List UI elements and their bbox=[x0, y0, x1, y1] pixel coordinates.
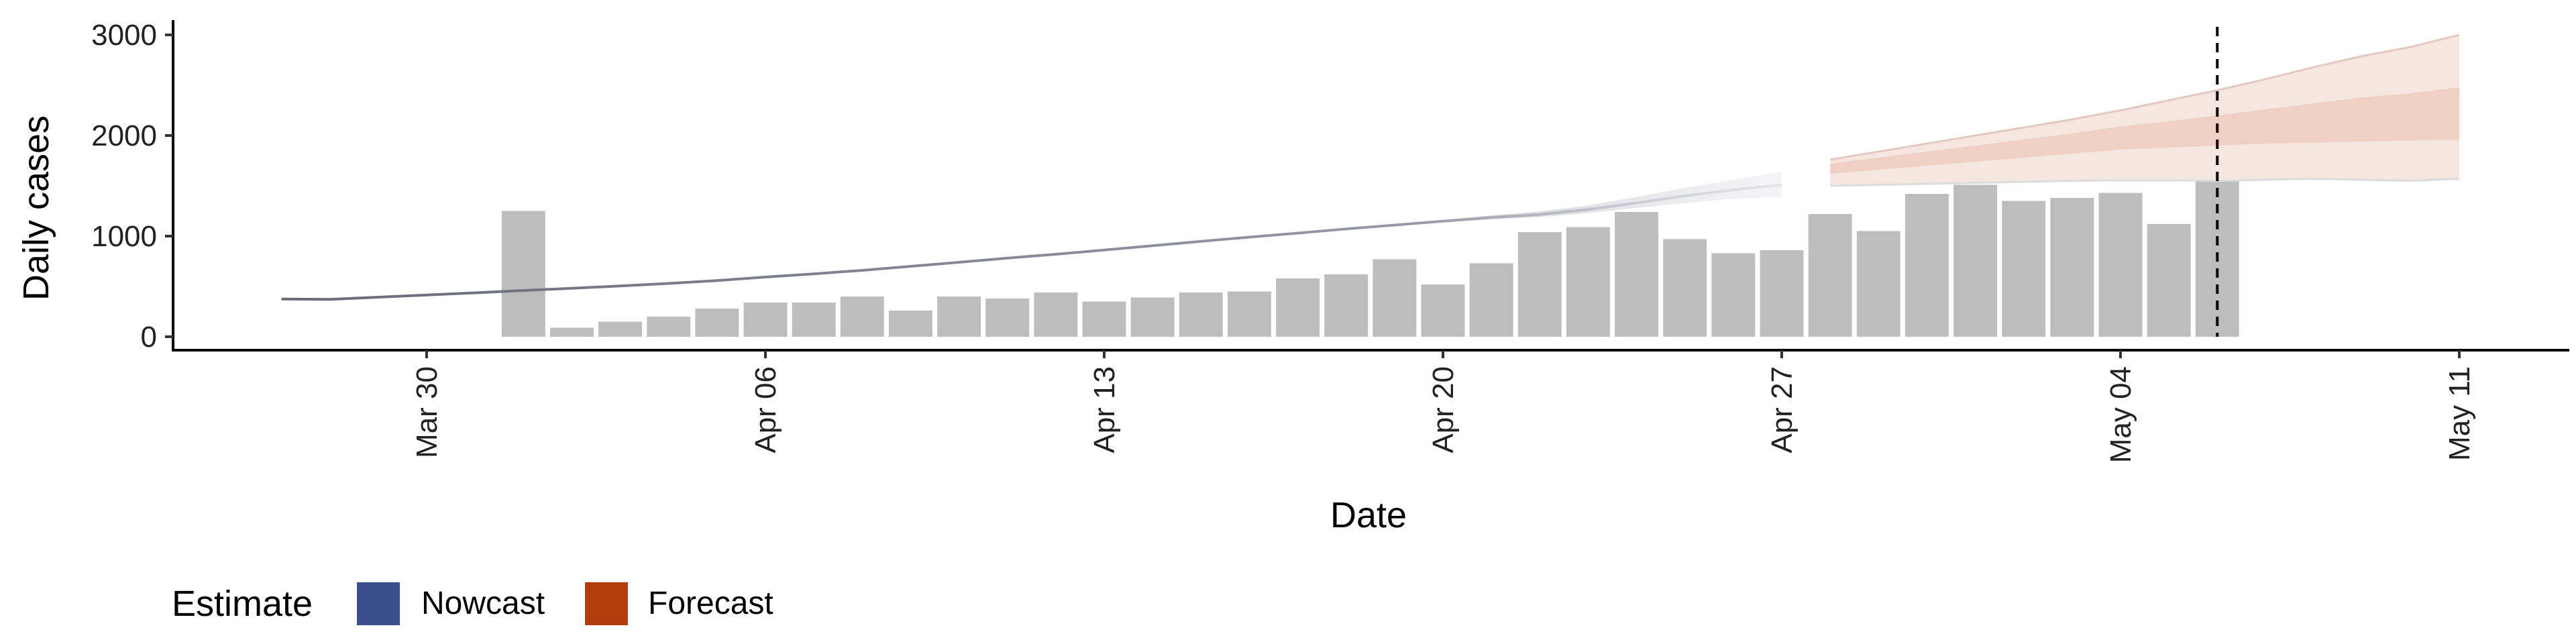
bar-reported-2020-04-25 bbox=[1663, 239, 1707, 337]
bar-reported-2020-04-07 bbox=[792, 303, 836, 337]
bar-reported-2020-04-30 bbox=[1904, 194, 1949, 337]
x-tick-label: Apr 27 bbox=[1766, 366, 1799, 453]
nowcast-series bbox=[281, 172, 1782, 301]
bar-reported-2020-04-05 bbox=[695, 309, 739, 337]
legend: Estimate Nowcast Forecast bbox=[172, 582, 773, 625]
nowcast-median-line bbox=[281, 183, 1782, 301]
bar-reported-2020-05-01 bbox=[1953, 184, 1998, 337]
bar-reported-2020-04-24 bbox=[1615, 212, 1659, 337]
y-axis-title: Daily cases bbox=[16, 115, 56, 301]
bar-reported-2020-04-14 bbox=[1130, 297, 1175, 337]
forecast-upper-90-edge bbox=[1829, 34, 2460, 161]
y-tick-label: 3000 bbox=[91, 19, 157, 52]
bar-reported-2020-04-20 bbox=[1421, 284, 1465, 337]
bar-reported-2020-04-15 bbox=[1179, 292, 1223, 337]
bar-reported-2020-04-11 bbox=[985, 299, 1030, 337]
bar-reported-2020-04-18 bbox=[1324, 274, 1368, 337]
x-axis-ticks: Mar 30 Apr 06 Apr 13 Apr 20 Apr 27 May 04 May … bbox=[411, 350, 2476, 463]
x-tick-label: Apr 20 bbox=[1427, 366, 1460, 453]
legend-label-forecast: Forecast bbox=[648, 586, 773, 621]
x-tick-label: May 11 bbox=[2443, 366, 2476, 461]
bar-reported-2020-04-04 bbox=[647, 317, 691, 337]
bar-reported-2020-05-05 bbox=[2147, 224, 2191, 337]
y-tick-label: 1000 bbox=[91, 220, 157, 253]
bar-reported-2020-04-03 bbox=[598, 321, 643, 337]
bar-reported-2020-04-26 bbox=[1711, 253, 1756, 337]
bar-reported-2020-04-12 bbox=[1034, 292, 1078, 337]
legend-title: Estimate bbox=[172, 584, 313, 624]
x-axis-title: Date bbox=[1330, 495, 1407, 535]
bar-reported-2020-04-23 bbox=[1566, 227, 1610, 337]
bar-reported-2020-05-03 bbox=[2050, 198, 2094, 337]
bar-reported-2020-04-17 bbox=[1276, 278, 1320, 337]
bar-reported-2020-04-13 bbox=[1082, 301, 1126, 337]
forecast-interval-50 bbox=[1830, 87, 2459, 174]
x-tick-label: Mar 30 bbox=[411, 366, 443, 458]
bar-reported-2020-04-16 bbox=[1227, 291, 1271, 337]
bar-reported-2020-04-10 bbox=[937, 297, 981, 337]
legend-swatch-nowcast bbox=[357, 582, 400, 625]
legend-swatch-forecast bbox=[585, 582, 628, 625]
bar-reported-2020-04-08 bbox=[840, 297, 884, 337]
y-axis-ticks: 0 1000 2000 3000 bbox=[91, 19, 173, 354]
forecast-series bbox=[1829, 34, 2460, 187]
bar-reported-2020-05-04 bbox=[2098, 193, 2143, 337]
bar-reported-2020-04-19 bbox=[1373, 259, 1417, 337]
bar-reported-2020-04-27 bbox=[1760, 250, 1804, 337]
bar-reported-2020-04-06 bbox=[743, 303, 788, 337]
y-tick-label: 0 bbox=[141, 321, 157, 354]
x-tick-label: Apr 13 bbox=[1088, 366, 1121, 453]
bar-reported-2020-04-22 bbox=[1517, 232, 1562, 337]
bar-reported-2020-04-02 bbox=[549, 327, 594, 337]
bar-reported-2020-04-28 bbox=[1808, 214, 1852, 337]
legend-label-nowcast: Nowcast bbox=[421, 586, 545, 621]
reported-cases-bars bbox=[501, 174, 2239, 337]
forecast-lower-90-edge bbox=[1830, 177, 2460, 187]
y-tick-label: 2000 bbox=[91, 119, 157, 152]
bar-reported-2020-05-02 bbox=[2002, 201, 2046, 337]
bar-reported-2020-04-29 bbox=[1856, 231, 1900, 337]
bar-reported-2020-04-09 bbox=[888, 311, 932, 337]
x-tick-label: May 04 bbox=[2104, 366, 2137, 463]
bar-reported-2020-04-21 bbox=[1469, 263, 1513, 337]
x-tick-label: Apr 06 bbox=[749, 366, 782, 453]
bar-reported-2020-04-01 bbox=[501, 211, 545, 337]
